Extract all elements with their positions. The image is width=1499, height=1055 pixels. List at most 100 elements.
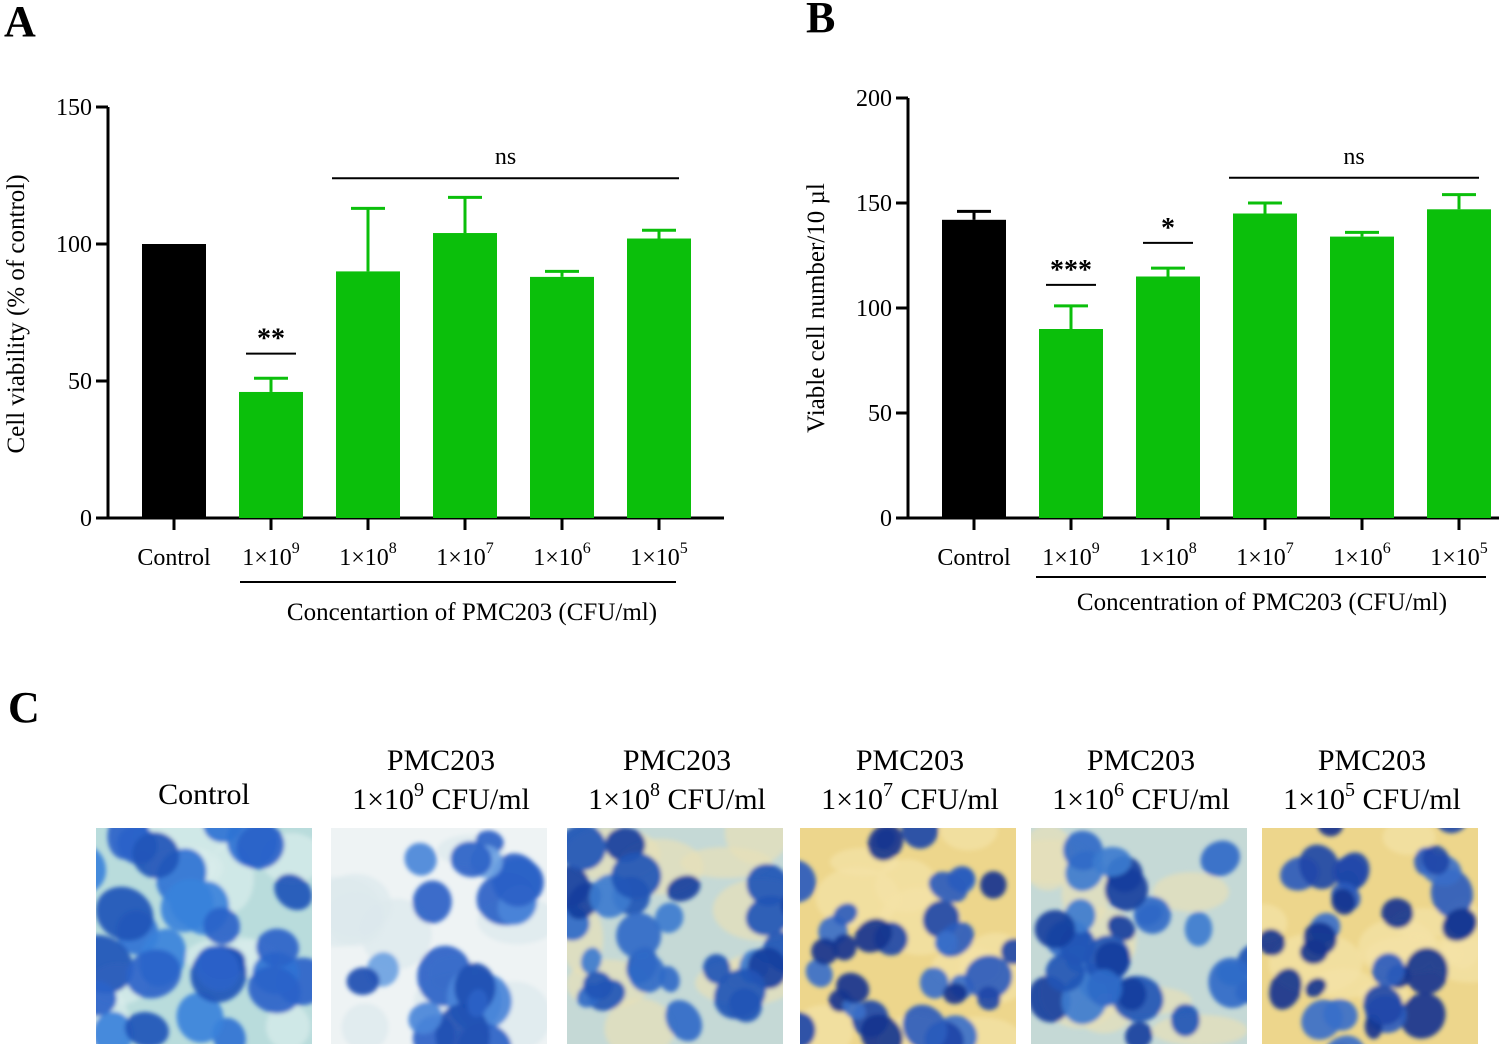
micrograph-cell bbox=[195, 945, 240, 992]
micrograph-cell bbox=[132, 832, 180, 879]
panel-b-x-tick-exponent: 6 bbox=[1383, 540, 1391, 557]
micrograph-4 bbox=[1031, 828, 1247, 1044]
micrograph-cell bbox=[96, 934, 134, 994]
micrograph-title: PMC203 bbox=[623, 744, 731, 777]
panel-b-x-tick-base: 1×10 bbox=[1042, 545, 1092, 571]
micrograph-background-patch bbox=[341, 1003, 389, 1044]
micrograph-background-patch bbox=[1152, 872, 1229, 912]
micrograph-image bbox=[331, 828, 547, 1044]
micrograph-cell bbox=[919, 967, 949, 999]
micrograph-cell bbox=[980, 871, 1007, 899]
micrograph-cell bbox=[408, 1002, 443, 1034]
micrograph-cell bbox=[832, 934, 857, 961]
panel-a-x-tick-label: 1×105 bbox=[630, 540, 688, 571]
panel-b-x-tick-exponent: 7 bbox=[1286, 540, 1294, 557]
micrograph-cell bbox=[746, 863, 783, 906]
micrograph-cell bbox=[1442, 908, 1478, 942]
panel-a-x-tick-base: 1×10 bbox=[630, 545, 680, 571]
micrograph-cell bbox=[1208, 957, 1247, 1009]
micrograph-concentration-base: 1×10 bbox=[821, 783, 883, 816]
panel-b-bar bbox=[1039, 329, 1103, 518]
micrograph-concentration-unit: CFU/ml bbox=[1124, 783, 1230, 816]
micrograph-cell bbox=[943, 983, 968, 1005]
panel-b-x-tick-label: 1×106 bbox=[1333, 540, 1391, 571]
micrograph-cells bbox=[567, 828, 783, 1044]
panel-a-x-axis-title: Concentartion of PMC203 (CFU/ml) bbox=[287, 599, 657, 626]
micrograph-cell bbox=[1336, 852, 1370, 891]
panel-b-y-tick-label: 150 bbox=[856, 191, 892, 217]
micrograph-cell bbox=[404, 842, 437, 876]
micrograph-cell bbox=[169, 884, 211, 928]
micrograph-concentration: 1×106 CFU/ml bbox=[1052, 779, 1230, 816]
panel-b-letter: B bbox=[806, 0, 835, 42]
panel-a-x-tick-base: 1×10 bbox=[339, 545, 389, 571]
panel-b-y-tick-label: 0 bbox=[880, 506, 892, 532]
panel-a-bar bbox=[627, 238, 691, 518]
micrograph-image bbox=[800, 828, 1016, 1044]
micrograph-cell bbox=[1381, 898, 1414, 929]
panel-b-significance-label: *** bbox=[1050, 255, 1092, 286]
micrograph-cell bbox=[567, 828, 607, 871]
panel-a-x-tick-label: 1×107 bbox=[436, 540, 494, 571]
micrograph-1 bbox=[331, 828, 547, 1044]
panel-a-significance-label: ** bbox=[257, 324, 285, 355]
micrograph-cell bbox=[125, 949, 182, 999]
micrograph-cell bbox=[1200, 840, 1241, 877]
micrograph-background-patch bbox=[265, 1004, 311, 1044]
panel-a-y-tick-label: 0 bbox=[80, 506, 92, 532]
micrograph-concentration-unit: CFU/ml bbox=[1355, 783, 1461, 816]
panel-b-bar bbox=[1427, 209, 1491, 519]
micrograph-concentration: 1×109 CFU/ml bbox=[352, 779, 530, 816]
micrograph-cell bbox=[665, 1000, 703, 1042]
micrograph-cell bbox=[934, 930, 958, 955]
panel-b-significance-label: * bbox=[1161, 213, 1175, 244]
panel-a-y-axis-title: Cell viability (% of control) bbox=[3, 174, 30, 453]
micrograph-concentration: 1×105 CFU/ml bbox=[1283, 779, 1461, 816]
panel-b-x-tick-exponent: 9 bbox=[1092, 540, 1100, 557]
micrograph-cell bbox=[1400, 993, 1446, 1039]
micrograph-cell bbox=[435, 1003, 490, 1044]
panel-a-y-tick-label: 50 bbox=[68, 369, 92, 395]
micrograph-cell bbox=[901, 828, 939, 849]
micrograph-image bbox=[1031, 828, 1247, 1044]
micrograph-concentration-exponent: 5 bbox=[1345, 779, 1355, 801]
micrograph-2 bbox=[567, 828, 783, 1044]
micrograph-cells bbox=[800, 828, 1016, 1044]
panel-b-x-tick-exponent: 8 bbox=[1189, 540, 1197, 557]
micrograph-cell bbox=[654, 902, 684, 933]
micrograph-image bbox=[96, 828, 312, 1044]
panel-a-x-tick-base: Control bbox=[137, 545, 211, 571]
micrograph-cell bbox=[1034, 909, 1076, 949]
micrograph-cell bbox=[1422, 845, 1450, 875]
panel-a-x-tick-label: Control bbox=[137, 545, 211, 571]
panel-b-x-tick-label: Control bbox=[937, 545, 1011, 571]
panel-b-x-tick-base: Control bbox=[937, 545, 1011, 571]
panel-a-x-tick-exponent: 8 bbox=[389, 540, 397, 557]
panel-a: A Cell viability (% of control) Concenta… bbox=[3, 0, 724, 626]
micrograph-cell bbox=[274, 873, 312, 911]
micrograph-cell bbox=[96, 886, 154, 941]
micrograph-concentration-exponent: 9 bbox=[414, 779, 424, 801]
micrograph-cell bbox=[811, 938, 839, 965]
panel-a-significance-label: ns bbox=[495, 144, 516, 170]
micrograph-cell bbox=[1323, 998, 1358, 1031]
panel-a-bar bbox=[239, 391, 303, 518]
panel-b-bar bbox=[942, 219, 1006, 519]
micrograph-concentration-unit: CFU/ml bbox=[660, 783, 766, 816]
panel-b-bar bbox=[1136, 276, 1200, 518]
micrograph-cell bbox=[1000, 938, 1016, 965]
micrograph-cell bbox=[902, 1004, 948, 1044]
micrograph-cell bbox=[236, 828, 285, 870]
panel-a-y-tick-label: 100 bbox=[56, 232, 92, 258]
panel-b-y-tick-label: 100 bbox=[856, 296, 892, 322]
micrograph-cell bbox=[854, 918, 893, 953]
micrograph-cell bbox=[928, 871, 968, 903]
micrograph-cell bbox=[256, 928, 300, 967]
micrograph-cell bbox=[745, 895, 783, 936]
micrograph-cell bbox=[1303, 922, 1337, 956]
panel-b-x-tick-label: 1×107 bbox=[1236, 540, 1294, 571]
micrograph-cell bbox=[964, 955, 1013, 1000]
panel-a-x-tick-base: 1×10 bbox=[533, 545, 583, 571]
micrograph-image bbox=[1262, 828, 1478, 1044]
